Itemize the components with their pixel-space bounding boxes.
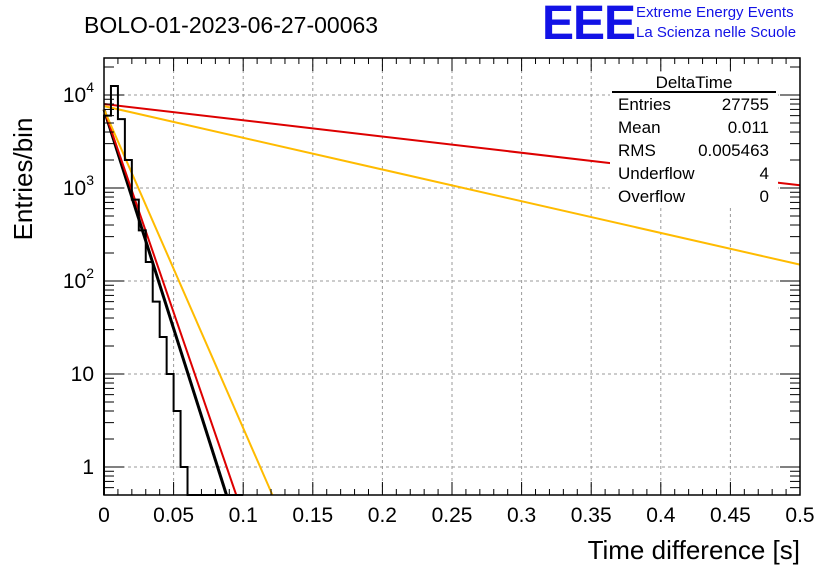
x-tick-label: 0.4: [646, 504, 676, 527]
y-axis-label: Entries/bin: [8, 118, 38, 241]
stats-label: Overflow: [618, 187, 686, 206]
y-tick-labels: 1 10 102 103 104: [63, 79, 94, 479]
y-tick-label: 104: [63, 79, 94, 107]
x-tick-label: 0.5: [785, 504, 814, 527]
x-tick-labels: 0 0.05 0.1 0.15 0.2 0.25 0.3 0.35 0.4 0.45 0.5: [98, 504, 814, 527]
x-axis-label: Time difference [s]: [588, 535, 800, 565]
x-tick-label: 0.15: [292, 504, 333, 527]
stats-value: 0.011: [728, 118, 769, 137]
logo-line-1: Extreme Energy Events: [636, 4, 794, 21]
y-tick-label: 102: [63, 265, 94, 293]
x-tick-label: 0.25: [432, 504, 473, 527]
x-tick-label: 0.35: [571, 504, 612, 527]
stats-label: RMS: [618, 141, 656, 160]
axis-ticks: [103, 58, 801, 496]
fit-curve-3: [103, 105, 801, 266]
y-tick-label: 10: [71, 363, 94, 386]
x-tick-label: 0.05: [153, 504, 194, 527]
x-tick-label: 0.45: [710, 504, 751, 527]
stats-value: 27755: [722, 95, 769, 114]
x-tick-label: 0.2: [368, 504, 397, 527]
y-tick-label: 103: [63, 172, 94, 200]
stats-value: 0: [760, 187, 769, 206]
stats-label: Underflow: [618, 164, 695, 183]
histogram-series: [103, 84, 244, 496]
stats-box: DeltaTime Entries 27755 Mean 0.011 RMS 0.0054…: [610, 72, 778, 208]
stats-value: 4: [760, 164, 769, 183]
x-tick-label: 0.1: [229, 504, 258, 527]
stats-label: Entries: [618, 95, 671, 114]
x-tick-label: 0.3: [507, 504, 536, 527]
fit-curve-2: [103, 109, 274, 496]
stats-value: 0.005463: [698, 141, 769, 160]
eee-logo: EEE: [542, 0, 636, 50]
x-tick-label: 0: [98, 504, 110, 527]
fit-curve-1: [103, 109, 238, 496]
fit-curve-0: [102, 108, 228, 496]
stats-title: DeltaTime: [656, 73, 733, 92]
chart-title: BOLO-01-2023-06-27-00063: [84, 12, 378, 38]
y-tick-label: 1: [82, 456, 94, 479]
logo-line-2: La Scienza nelle Scuole: [636, 24, 797, 41]
stats-label: Mean: [618, 118, 661, 137]
